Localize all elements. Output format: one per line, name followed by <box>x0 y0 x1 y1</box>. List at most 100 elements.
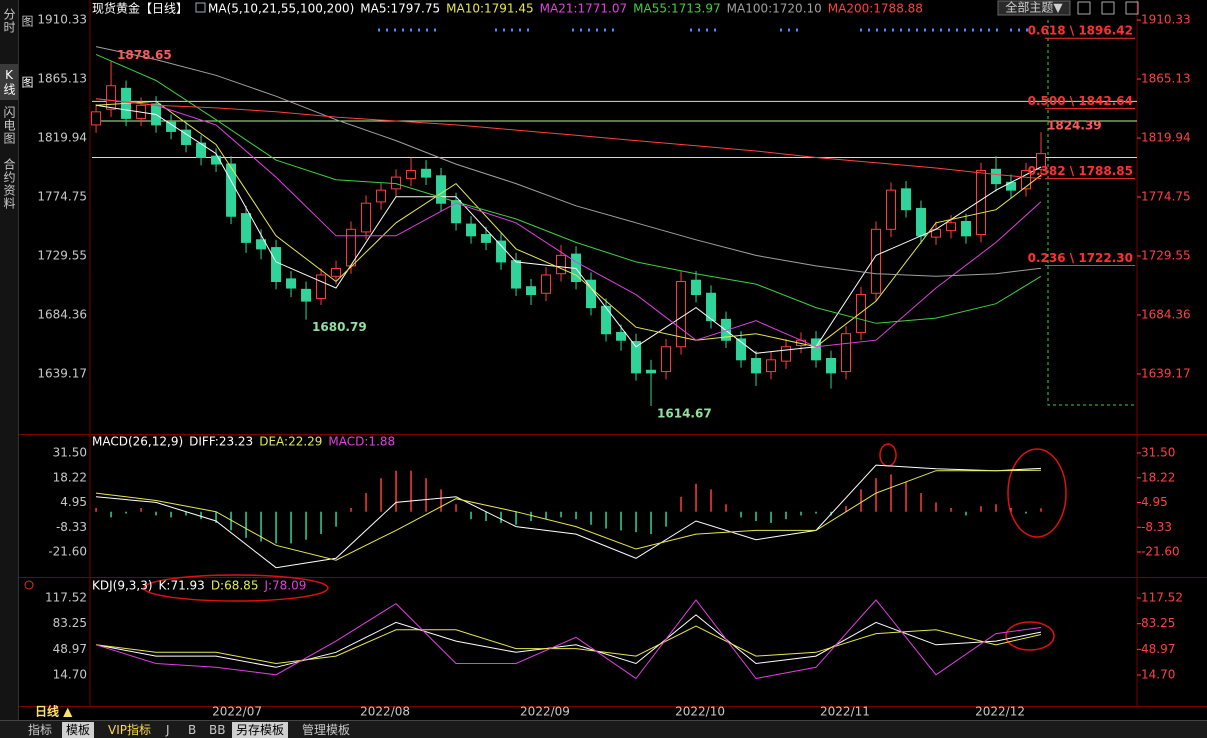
legend-item: MA(5,10,21,55,100,200) <box>208 2 354 16</box>
candle-body <box>226 163 237 217</box>
candle-body <box>1036 153 1047 170</box>
candle-body <box>451 200 462 224</box>
side-tab[interactable]: K线图 <box>0 64 34 100</box>
candle-body <box>316 274 327 299</box>
candle-body <box>301 288 312 302</box>
candle-body <box>361 202 372 233</box>
low-label: 1680.79 <box>312 320 367 334</box>
y-tick-label: 14.70 <box>53 668 87 682</box>
candle-body <box>376 189 387 203</box>
fib-label: 0.236 \ 1722.30 <box>1028 251 1133 265</box>
y-tick-label: 1729.55 <box>37 248 87 262</box>
y-tick-label: 1865.13 <box>37 72 87 86</box>
side-tab[interactable]: 合约资料 <box>2 158 16 210</box>
fib-label: 0.500 \ 1842.64 <box>1028 94 1133 108</box>
side-tab[interactable]: 分时图 <box>2 8 34 34</box>
ma-line <box>95 46 1042 277</box>
frame <box>18 0 1207 707</box>
x-tick-label: 2022/07 <box>212 705 262 719</box>
window-buttons[interactable] <box>1077 1 1139 15</box>
tab[interactable]: 模板 <box>62 722 95 738</box>
y-tick-label: 1910.33 <box>37 13 87 27</box>
candle-body <box>556 254 567 275</box>
legend-item: D:68.85 <box>211 579 259 593</box>
candle-body <box>406 170 417 179</box>
candle-body <box>946 222 957 232</box>
x-tick-label: 2022/09 <box>520 705 570 719</box>
ma-line <box>95 98 1042 180</box>
candle-body <box>241 213 252 243</box>
candle-body <box>916 207 927 237</box>
candle-body <box>526 286 537 296</box>
candle-body <box>751 358 762 374</box>
low-label: 1614.67 <box>657 406 712 420</box>
ma-line <box>95 100 1042 348</box>
y-tick-label: 1910.33 <box>1141 13 1191 27</box>
period-label[interactable]: 日线 ▲ <box>35 704 73 719</box>
projection-line <box>1047 20 1135 406</box>
ma-line <box>95 599 1042 680</box>
candle-body <box>826 358 837 374</box>
candle-body <box>436 175 447 204</box>
tab[interactable]: J <box>166 723 170 737</box>
high-label: 1824.39 <box>1047 119 1102 133</box>
tab-bar: 指标 模板 VIP指标 J B BB 另存模板 管理模板 <box>0 720 1207 738</box>
kdj-icon[interactable] <box>24 580 34 590</box>
candle-body <box>286 278 297 289</box>
tab[interactable]: VIP指标 <box>108 723 151 737</box>
candle-body <box>991 168 1002 185</box>
candle-body <box>106 85 117 110</box>
candle-body <box>901 188 912 211</box>
candle-body <box>766 359 777 373</box>
candle-body <box>706 292 717 322</box>
legend-item: 现货黄金【日线】 <box>92 1 188 16</box>
y-tick-label: 14.70 <box>1141 668 1175 682</box>
y-tick-label: -21.60 <box>1141 544 1180 558</box>
candle-body <box>421 168 432 178</box>
y-tick-label: 18.22 <box>1141 470 1175 484</box>
y-tick-label: 31.50 <box>1141 445 1175 459</box>
tab[interactable]: 管理模板 <box>302 723 351 737</box>
candle-body <box>646 369 657 374</box>
x-tick-label: 2022/10 <box>675 705 725 719</box>
candle-body <box>736 338 747 361</box>
legend-item: MACD:1.88 <box>328 435 395 449</box>
tab[interactable]: 另存模板 <box>232 722 289 738</box>
side-tab[interactable]: 闪电图 <box>2 105 16 145</box>
fib-label: 0.382 \ 1788.85 <box>1028 164 1133 178</box>
ma-line <box>95 464 1042 569</box>
candle-body <box>661 346 672 373</box>
y-tick-label: 48.97 <box>53 642 87 656</box>
y-tick-label: -8.33 <box>56 520 87 534</box>
legend-item: DIFF:23.23 <box>189 435 253 449</box>
tab[interactable]: 指标 <box>28 723 53 737</box>
candle-body <box>886 189 897 230</box>
legend-item: MA10:1791.45 <box>446 2 534 16</box>
legend-item: KDJ(9,3,3) <box>92 579 153 593</box>
y-tick-label: -21.60 <box>48 544 87 558</box>
legend-item: MA100:1720.10 <box>727 2 822 16</box>
legend-item: MA55:1713.97 <box>633 2 721 16</box>
candle-body <box>961 220 972 237</box>
theme-menu[interactable] <box>997 0 1071 16</box>
ma-icon[interactable] <box>195 2 206 13</box>
highlight <box>143 443 1067 651</box>
legend-item: MA200:1788.88 <box>828 2 923 16</box>
legend-item: DEA:22.29 <box>259 435 322 449</box>
legend-item: MACD(26,12,9) <box>92 435 183 449</box>
ma-line <box>95 469 1042 561</box>
tab[interactable]: BB <box>209 723 226 737</box>
candle-body <box>781 346 792 362</box>
legend-item: J:78.09 <box>263 579 306 593</box>
candle-body <box>256 239 267 250</box>
candle-body <box>541 274 552 294</box>
y-tick-label: 1729.55 <box>1141 248 1191 262</box>
ma-line <box>95 104 1042 354</box>
y-tick-label: 117.52 <box>45 591 87 605</box>
candle-body <box>211 155 222 165</box>
theme-menu-label[interactable]: 全部主题▼ <box>1005 0 1063 15</box>
candle-body <box>841 333 852 373</box>
tab[interactable]: B <box>188 723 197 737</box>
